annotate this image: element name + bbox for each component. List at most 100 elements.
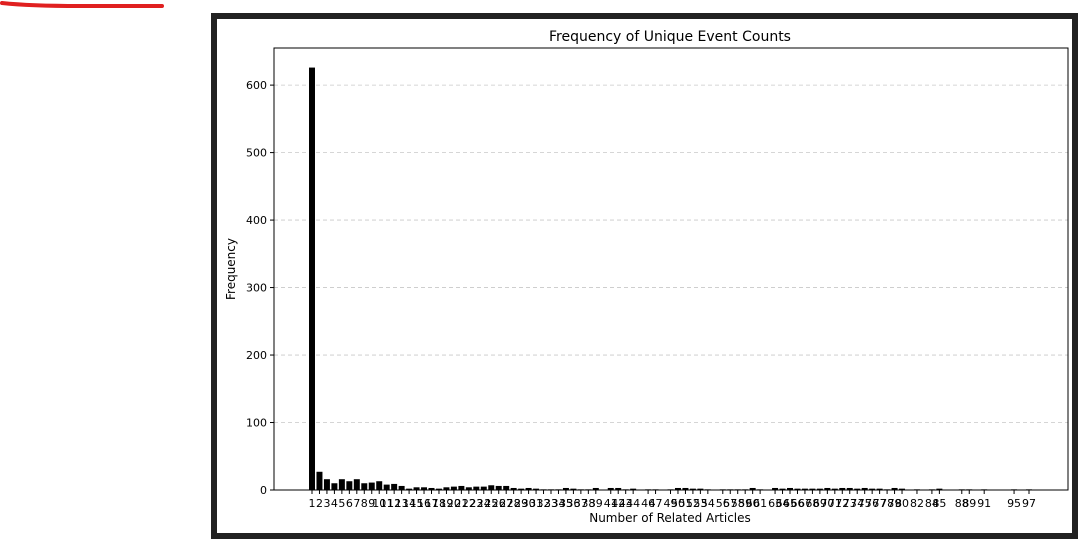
x-tick-label: 7	[353, 497, 360, 510]
x-tick-label: 78	[880, 497, 894, 510]
x-tick-label: 82	[910, 497, 924, 510]
bar	[435, 488, 442, 490]
x-axis-label: Number of Related Articles	[589, 511, 751, 525]
bar	[562, 487, 569, 490]
x-tick-label: 19	[439, 497, 453, 510]
bar	[570, 488, 577, 490]
bar	[772, 487, 779, 490]
x-tick-label: 72	[835, 497, 849, 510]
x-tick-label: 21	[454, 497, 468, 510]
bar	[391, 483, 398, 490]
x-tick-label: 12	[387, 497, 401, 510]
y-tick-label: 0	[260, 484, 267, 497]
bar	[831, 488, 838, 490]
bar	[331, 483, 338, 490]
bar	[854, 488, 861, 490]
x-tick-label: 77	[873, 497, 887, 510]
y-tick-label: 100	[246, 417, 267, 430]
x-tick-label: 65	[783, 497, 797, 510]
bar	[398, 485, 405, 490]
x-tick-label: 79	[888, 497, 902, 510]
x-tick-label: 75	[858, 497, 872, 510]
x-tick-label: 64	[776, 497, 790, 510]
bar	[421, 487, 428, 490]
bar	[458, 485, 465, 490]
bar	[615, 487, 622, 490]
bar	[809, 488, 816, 490]
bar	[338, 479, 345, 490]
bar	[630, 488, 637, 490]
bar	[473, 486, 480, 490]
x-tick-label: 10	[372, 497, 386, 510]
x-tick-label: 95	[1007, 497, 1021, 510]
x-tick-label: 1	[309, 497, 316, 510]
x-tick-label: 59	[738, 497, 752, 510]
red-annotation-stroke	[0, 1, 164, 8]
x-tick-label: 46	[641, 497, 655, 510]
bar	[674, 487, 681, 490]
x-tick-label: 91	[977, 497, 991, 510]
bar	[443, 487, 450, 490]
x-tick-label: 50	[671, 497, 685, 510]
x-tick-label: 3	[323, 497, 330, 510]
y-axis-label: Frequency	[224, 238, 238, 300]
bar	[891, 487, 898, 490]
bar	[689, 488, 696, 490]
bar	[428, 487, 435, 490]
bars	[309, 67, 1032, 491]
bar	[846, 487, 853, 490]
bar	[899, 488, 906, 490]
x-tick-label: 36	[566, 497, 580, 510]
bar	[592, 487, 599, 490]
x-tick-label: 30	[522, 497, 536, 510]
bar	[787, 487, 793, 490]
bar	[682, 487, 689, 490]
x-tick-label: 39	[589, 497, 603, 510]
bar	[869, 488, 876, 490]
x-tick-label: 66	[790, 497, 804, 510]
x-tick-label: 71	[828, 497, 842, 510]
plot-frame	[273, 47, 1069, 491]
bar	[413, 487, 420, 490]
x-tick-label: 61	[753, 497, 767, 510]
y-tick-label: 300	[246, 282, 267, 295]
bar	[488, 485, 495, 490]
x-tick-label: 38	[581, 497, 595, 510]
x-tick-label: 60	[746, 497, 760, 510]
x-tick-label: 47	[649, 497, 663, 510]
x-tick-label: 37	[574, 497, 588, 510]
x-tick-label: 80	[895, 497, 909, 510]
x-tick-label: 88	[955, 497, 969, 510]
bar	[839, 487, 846, 490]
x-tick-label: 5	[338, 497, 345, 510]
x-tick-label: 33	[544, 497, 558, 510]
x-tick-label: 16	[417, 497, 431, 510]
x-tick-label: 32	[537, 497, 551, 510]
bar	[376, 481, 383, 490]
x-tick-label: 20	[447, 497, 461, 510]
chart-window: 0 100 200 300 400 500 600 1 2 3 4 5 6 7 8 9 10 11 12 13 14 1…	[211, 13, 1078, 539]
bar	[794, 488, 801, 490]
x-axis-ticks: 1 2 3 4 5 6 7 8 91011121314151617181920212223242…	[309, 490, 1036, 510]
x-tick-label: 74	[850, 497, 864, 510]
x-tick-label: 4	[331, 497, 338, 510]
x-tick-label: 35	[559, 497, 573, 510]
x-tick-label: 70	[820, 497, 834, 510]
bar	[503, 485, 510, 490]
x-tick-label: 52	[686, 497, 700, 510]
bar	[697, 488, 704, 490]
chart-title: Frequency of Unique Event Counts	[549, 29, 791, 45]
bar	[450, 486, 457, 490]
x-tick-label: 68	[805, 497, 819, 510]
x-tick-label: 89	[962, 497, 976, 510]
bar	[346, 481, 353, 490]
x-tick-label: 76	[865, 497, 879, 510]
y-axis-ticks: 0 100 200 300 400 500 600	[246, 79, 274, 497]
x-tick-label: 43	[619, 497, 633, 510]
bar	[533, 488, 540, 490]
bar	[824, 487, 831, 490]
x-tick-label: 8	[361, 497, 368, 510]
bar	[749, 487, 756, 490]
x-tick-label: 15	[410, 497, 424, 510]
